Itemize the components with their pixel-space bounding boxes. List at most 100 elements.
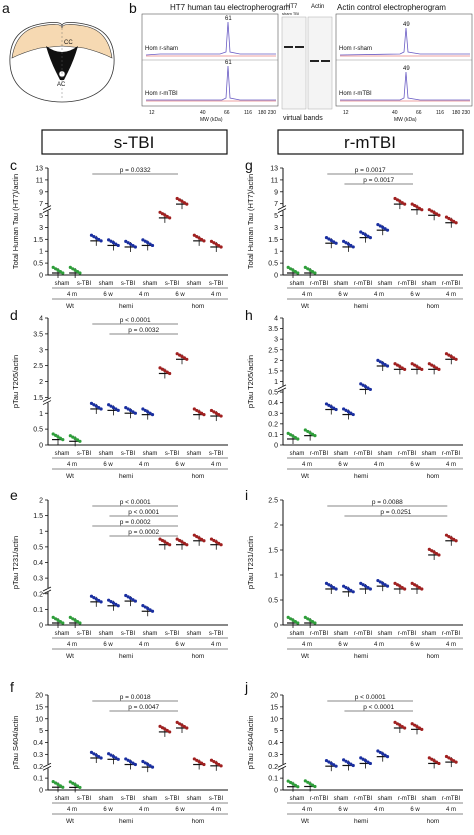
data-point-f <box>146 762 150 766</box>
axis-break-line-e <box>42 586 52 592</box>
data-point-i <box>342 584 346 588</box>
x-age-label-j: 6 w <box>410 807 420 813</box>
data-point-d <box>68 434 72 438</box>
x-group-label-j: r-mTBI <box>442 796 461 802</box>
ht7-electropherogram-title: HT7 human tau electropherogram <box>170 3 290 12</box>
data-point-f <box>143 761 147 765</box>
data-point-h <box>415 364 419 369</box>
x-age-label-j: 4 m <box>374 807 384 813</box>
data-point-i <box>449 536 453 540</box>
data-point-f <box>209 758 214 762</box>
data-point-j <box>434 760 439 764</box>
left-column-banner: s-TBI <box>41 129 228 155</box>
data-point-f <box>68 780 72 784</box>
data-point-d <box>148 411 152 415</box>
data-point-e <box>109 599 113 604</box>
y-tick-label-e: 0.3 <box>33 576 43 583</box>
virtual-bands-gel: HT7 Actin sham TBI virtual bands <box>281 4 333 122</box>
data-point-f <box>107 752 111 756</box>
x-group-label-d: sham <box>187 451 202 457</box>
y-tick-label-f: 0 <box>39 788 43 795</box>
panel-letter-e: e <box>10 487 18 503</box>
x-age-label-e: 4 m <box>139 642 149 648</box>
y-tick-label-h: 2 <box>274 358 278 365</box>
data-point-e <box>54 617 58 621</box>
y-tick-label-c: 0.5 <box>33 261 43 268</box>
y-tick-label-j: 10 <box>270 716 278 723</box>
x-age-label-e: 4 m <box>67 642 77 648</box>
x-age-label-d: 4 m <box>211 462 221 468</box>
data-point-c <box>199 237 204 242</box>
x-group-label-e: s-TBI <box>209 631 224 637</box>
data-point-e <box>107 598 111 602</box>
data-point-f <box>202 762 206 767</box>
y-tick-label-f: 0.3 <box>33 752 43 759</box>
x-group-label-h: sham <box>290 451 305 457</box>
data-point-g <box>308 268 312 272</box>
y-axis-label-j: pTau S404/actin <box>246 716 255 770</box>
data-point-h <box>410 362 414 366</box>
data-point-g <box>306 267 310 271</box>
data-point-j <box>324 758 329 763</box>
data-point-h <box>420 367 424 371</box>
data-point-c <box>219 245 223 249</box>
data-point-f <box>133 762 137 767</box>
y-tick-label-e: 1.5 <box>33 513 43 520</box>
x-group-label-f: s-TBI <box>77 796 92 802</box>
data-point-j <box>359 756 363 760</box>
data-point-c <box>107 238 111 242</box>
data-point-f <box>195 758 199 762</box>
data-point-d <box>111 405 116 410</box>
r-mtbi-banner-text: r-mTBI <box>344 133 396 152</box>
y-tick-label-j: 5 <box>274 728 278 735</box>
y-tick-label-f: 5 <box>39 728 43 735</box>
x-group-label-i: sham <box>334 631 349 637</box>
data-point-i <box>332 585 336 590</box>
data-point-h <box>363 385 368 389</box>
data-point-i <box>410 581 414 585</box>
panel-d: d pTau T205/actin 0 0.5 1 1.5 2 2.5 3 3.5 4 p < 0.0… <box>10 307 228 480</box>
y-tick-label-h: 1.5 <box>268 368 278 375</box>
data-point-f <box>75 784 80 788</box>
data-point-d <box>92 403 96 407</box>
axis-break-j <box>279 764 287 769</box>
data-point-h <box>344 408 348 412</box>
y-tick-label-c: 9 <box>39 189 43 196</box>
x-group-label-d: s-TBI <box>209 451 224 457</box>
data-point-d <box>185 357 189 361</box>
data-point-f <box>219 764 223 768</box>
x-group-label-j: r-mTBI <box>354 796 373 802</box>
data-point-e <box>209 537 214 541</box>
data-point-e <box>111 601 116 605</box>
data-point-j <box>413 723 417 727</box>
data-point-g <box>289 267 293 271</box>
data-point-h <box>368 387 372 392</box>
data-point-d <box>180 354 184 359</box>
x-group-label-g: sham <box>290 281 305 287</box>
x-age-label-h: 6 w <box>410 462 420 468</box>
data-point-j <box>398 723 402 727</box>
actin-mw-tick-40: 40 <box>392 110 398 116</box>
data-point-g <box>368 236 372 240</box>
axis-break-line-g <box>277 205 287 211</box>
data-point-j <box>351 763 355 768</box>
y-tick-label-h: 0 <box>274 443 278 450</box>
data-point-i <box>324 581 329 585</box>
x-group-label-e: sham <box>187 631 202 637</box>
axis-break-line-f <box>42 765 52 771</box>
data-point-h <box>286 431 290 435</box>
data-point-i <box>366 585 370 590</box>
data-point-d <box>89 401 94 405</box>
data-point-g <box>400 201 404 205</box>
y-tick-label-g: 13 <box>270 166 278 173</box>
actin-electropherogram-title: Actin control electropherogram <box>337 3 446 12</box>
data-point-g <box>313 271 317 275</box>
data-point-e <box>148 608 152 612</box>
y-tick-label-c: 7 <box>39 201 43 208</box>
x-age-label-h: 4 m <box>446 462 456 468</box>
data-point-c <box>217 243 221 248</box>
y-axis-label-g: Total Human Tau (HT7)/actin <box>246 174 255 269</box>
data-point-h <box>346 410 351 414</box>
data-point-c <box>68 265 72 269</box>
